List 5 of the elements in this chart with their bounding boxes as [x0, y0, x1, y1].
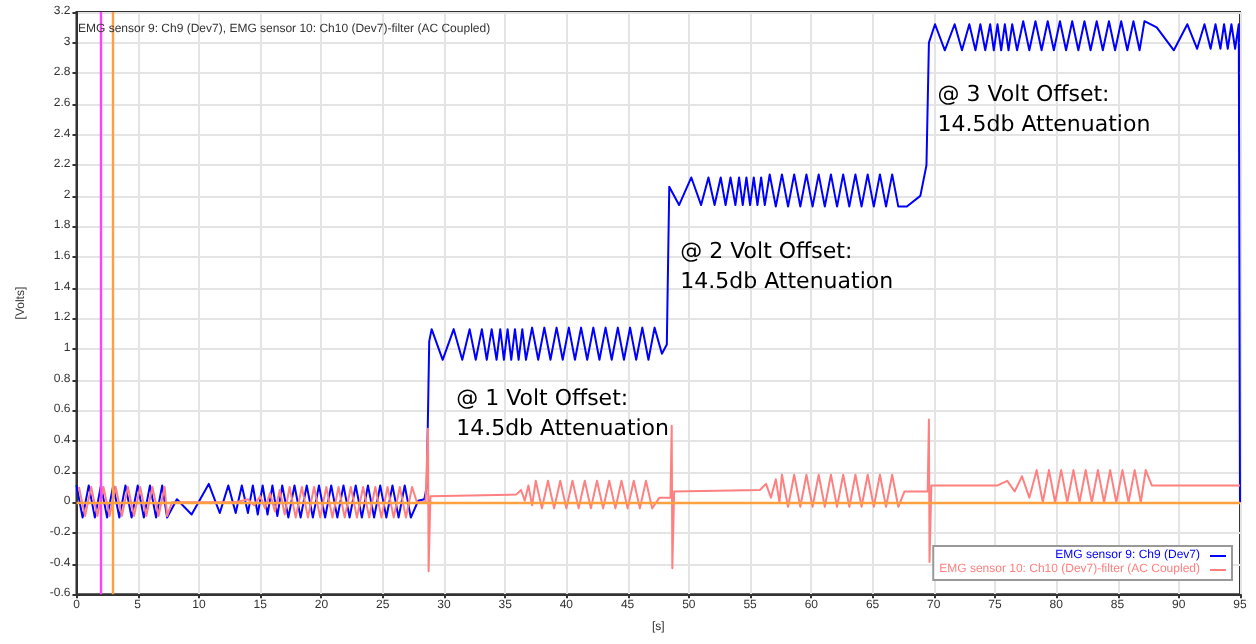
line-series — [75, 20, 1241, 519]
annotation: @ 2 Volt Offset: 14.5db Attenuation — [680, 237, 894, 294]
annotation: @ 1 Volt Offset: 14.5db Attenuation — [456, 384, 670, 441]
line-series — [77, 418, 1241, 573]
annotation: @ 3 Volt Offset: 14.5db Attenuation — [937, 81, 1151, 138]
